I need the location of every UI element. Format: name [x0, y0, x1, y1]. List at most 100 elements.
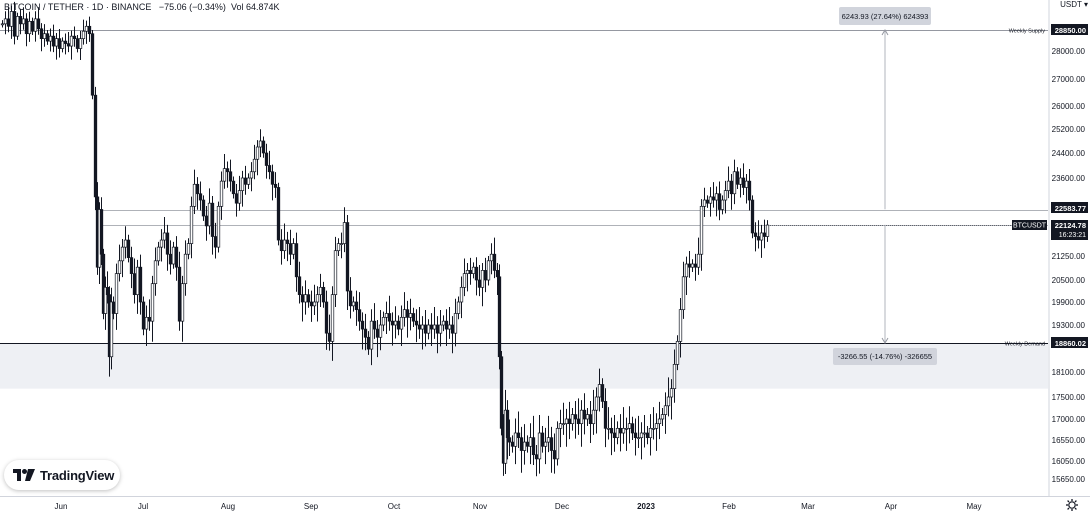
candle-body — [123, 239, 128, 248]
candle-body — [699, 205, 704, 255]
price-tick-label: 19300.00 — [1052, 321, 1086, 330]
candle-body — [465, 270, 470, 274]
candle-body — [411, 313, 416, 322]
candle-body — [636, 437, 641, 440]
level-label: Weekly Demand — [1005, 342, 1045, 348]
candle-body — [564, 418, 569, 425]
price-tag-label: 22583.77 — [1055, 204, 1086, 213]
candle-body — [27, 21, 32, 35]
candle-body — [570, 414, 575, 425]
candle-body — [339, 243, 344, 245]
price-tick-label: 16550.00 — [1052, 436, 1086, 445]
candle-body — [423, 324, 428, 334]
candle-body — [300, 294, 305, 303]
candle-body — [36, 18, 41, 30]
candle-body — [726, 180, 731, 191]
candle-body — [729, 180, 734, 195]
candle-body — [741, 177, 746, 188]
candle-body — [348, 290, 353, 307]
candle-body — [708, 196, 713, 204]
candle-body — [103, 286, 108, 314]
settings-gear-icon[interactable] — [1066, 499, 1078, 511]
price-tick-label: 15650.00 — [1052, 475, 1086, 484]
candle-body — [75, 38, 80, 49]
time-tick-label: May — [966, 502, 981, 511]
candle-body — [9, 11, 14, 27]
candle-body — [234, 193, 239, 204]
candle-body — [720, 199, 725, 210]
candle-body — [438, 324, 443, 334]
candle-body — [492, 253, 497, 271]
candle-body — [552, 450, 557, 460]
candle-body — [531, 437, 536, 456]
time-tick-label: Feb — [722, 502, 736, 511]
time-tick-label: Jul — [138, 502, 148, 511]
candle-body — [441, 320, 446, 326]
candle-body — [24, 18, 29, 35]
candle-body — [402, 309, 407, 318]
candle-body — [546, 437, 551, 443]
candle-body — [372, 320, 377, 330]
candle-body — [210, 202, 215, 237]
logo-text: TradingView — [40, 467, 115, 483]
price-change: −75.06 (−0.34%) — [158, 2, 226, 12]
tradingview-logo[interactable]: TradingView — [4, 460, 120, 490]
candle-body — [276, 187, 281, 241]
candle-body — [201, 199, 206, 217]
price-tick-label: 24400.00 — [1052, 149, 1086, 158]
candle-body — [144, 316, 149, 330]
candle-body — [81, 30, 86, 39]
candle-body — [384, 313, 389, 318]
candle-body — [603, 401, 608, 429]
candle-body — [660, 414, 665, 420]
time-tick-label: Jun — [55, 502, 68, 511]
symbol-info-bar: BITCOIN / TETHER · 1D · BINANCE −75.06 (… — [4, 2, 280, 12]
price-tick-label: 25200.00 — [1052, 125, 1086, 134]
candle-body — [264, 152, 269, 166]
candle-body — [129, 257, 134, 274]
candle-body — [6, 18, 11, 27]
candle-body — [497, 276, 502, 358]
tradingview-logo-icon — [13, 469, 35, 481]
candle-body — [57, 38, 62, 49]
candle-body — [573, 414, 578, 420]
candle-body — [258, 140, 263, 148]
candle-body — [351, 301, 356, 307]
candle-body — [255, 146, 260, 160]
candle-body — [240, 177, 245, 191]
candle-body — [285, 239, 290, 244]
candle-body — [189, 205, 194, 244]
candle-body — [714, 193, 719, 201]
candle-body — [51, 35, 56, 47]
candle-body — [375, 328, 380, 338]
candle-body — [120, 246, 125, 262]
candle-body — [738, 177, 743, 185]
candle-body — [93, 94, 98, 198]
candle-body — [675, 341, 680, 365]
candle-body — [126, 239, 131, 258]
candle-body — [363, 328, 368, 338]
candle-body — [105, 286, 110, 296]
candle-body — [0, 23, 5, 26]
candle-body — [261, 140, 266, 154]
candle-body — [315, 294, 320, 303]
candle-body — [321, 286, 326, 303]
candle-body — [135, 266, 140, 296]
candle-body — [543, 441, 548, 447]
currency-selector[interactable]: USDT ▾ — [1060, 0, 1088, 9]
candle-body — [495, 270, 500, 278]
candle-body — [681, 276, 686, 311]
candle-body — [318, 286, 323, 296]
candle-body — [297, 276, 302, 296]
candle-body — [165, 232, 170, 255]
symbol-info: BITCOIN / TETHER · 1D · BINANCE — [4, 2, 152, 12]
measure-layer: 6243.93 (27.64%) 624393 -3266.55 (-14.76%… — [833, 7, 937, 365]
candle-body — [192, 183, 197, 207]
candle-body — [456, 301, 461, 314]
candle-body — [762, 232, 767, 237]
candle-body — [42, 33, 47, 39]
candle-body — [453, 313, 458, 334]
candle-body — [459, 286, 464, 303]
candle-body — [48, 35, 53, 42]
